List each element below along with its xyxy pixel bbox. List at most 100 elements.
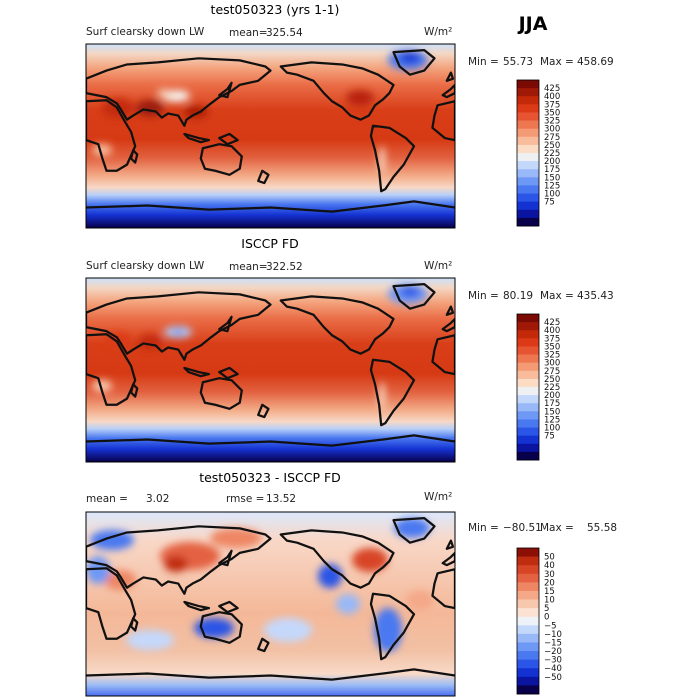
- colorbar-tick-label: 15: [544, 587, 555, 597]
- panel-observation: ISCCP FD Surf clearsky down LW mean= 322…: [85, 236, 614, 463]
- colorbar-tick-label: 375: [544, 334, 560, 344]
- colorbar-swatch: [517, 419, 539, 428]
- colorbar-swatch: [517, 185, 539, 194]
- colorbar-swatch: [517, 685, 539, 695]
- colorbar-tick-label: 300: [544, 359, 560, 369]
- colorbar-swatch: [517, 362, 539, 372]
- colorbar: 4254003753503253002752502252001751501251…: [516, 313, 560, 461]
- colorbar-swatch: [517, 96, 539, 105]
- colorbar-tick-label: 150: [544, 173, 560, 183]
- colorbar-tick-label: −20: [544, 647, 562, 657]
- colorbar-tick-label: 300: [544, 125, 560, 135]
- colorbar-tick-label: 100: [544, 424, 560, 434]
- colorbar-tick-label: 40: [544, 561, 555, 571]
- rmse-value: 13.52: [266, 493, 296, 505]
- colorbar-swatch: [517, 322, 539, 331]
- mean-label: mean =: [86, 493, 128, 505]
- colorbar-swatch: [517, 112, 539, 121]
- colorbar-tick-label: 75: [544, 432, 555, 442]
- colorbar-tick-label: 30: [544, 570, 555, 580]
- colorbar-swatch: [517, 659, 539, 669]
- min-label: Min =: [468, 290, 499, 302]
- colorbar-tick-label: 50: [544, 553, 555, 563]
- max-label: Max =: [540, 56, 574, 68]
- colorbar-tick-label: 250: [544, 375, 560, 385]
- mean-label: mean=: [229, 261, 268, 273]
- colorbar-swatch: [517, 573, 539, 583]
- colorbar-tick-label: 5: [544, 604, 549, 614]
- colorbar-swatch: [517, 346, 539, 355]
- map: [86, 278, 455, 462]
- panel-model: test050323 (yrs 1-1) Surf clearsky down …: [85, 2, 614, 229]
- season-label: JJA: [517, 13, 548, 35]
- colorbar-tick-label: 400: [544, 326, 560, 336]
- max-value: 458.69: [577, 56, 614, 68]
- colorbar-tick-label: −40: [544, 664, 562, 674]
- colorbar-swatch: [517, 153, 539, 162]
- colorbar-frame: [516, 547, 540, 695]
- colorbar-swatch: [517, 104, 539, 113]
- colorbar-tick-label: 350: [544, 342, 560, 352]
- colorbar-swatch: [517, 651, 539, 661]
- colorbar-tick-label: 200: [544, 391, 560, 401]
- colorbar-swatch: [517, 411, 539, 420]
- colorbar-swatch: [517, 128, 539, 138]
- colorbar-tick-label: 75: [544, 198, 555, 208]
- map: [86, 512, 455, 696]
- colorbar-swatch: [517, 330, 539, 339]
- mean-value: 325.54: [266, 27, 303, 39]
- mean-value: 322.52: [266, 261, 303, 273]
- units-label: W/m²: [424, 491, 452, 503]
- colorbar-swatch: [517, 403, 539, 412]
- min-value: −80.51: [503, 522, 542, 534]
- colorbar-swatch: [517, 193, 539, 203]
- colorbar-tick-label: −30: [544, 656, 562, 666]
- colorbar-tick-label: 150: [544, 407, 560, 417]
- colorbar-tick-label: −10: [544, 630, 562, 640]
- colorbar: 4254003753503253002752502252001751501251…: [516, 79, 560, 227]
- colorbar-frame: [516, 313, 540, 461]
- colorbar-tick-label: 325: [544, 117, 560, 127]
- colorbar-swatch: [517, 642, 539, 652]
- colorbar-swatch: [517, 443, 539, 453]
- colorbar-tick-label: 100: [544, 190, 560, 200]
- panel-difference: test050323 - ISCCP FD mean = 3.02 rmse =…: [85, 470, 617, 697]
- units-label: W/m²: [424, 26, 452, 38]
- colorbar-tick-label: 375: [544, 100, 560, 110]
- colorbar-swatch: [517, 668, 539, 678]
- colorbar-swatch: [517, 217, 539, 227]
- min-value: 80.19: [503, 290, 533, 302]
- colorbar-tick-label: 10: [544, 596, 555, 606]
- colorbar-tick-label: −5: [544, 621, 557, 631]
- colorbar-swatch: [517, 80, 539, 89]
- colorbar-swatch: [517, 161, 539, 170]
- colorbar-swatch: [517, 209, 539, 219]
- max-label: Max =: [540, 290, 574, 302]
- min-value: 55.73: [503, 56, 533, 68]
- units-label: W/m²: [424, 260, 452, 272]
- colorbar-swatch: [517, 556, 539, 566]
- colorbar-swatch: [517, 169, 539, 178]
- colorbar-swatch: [517, 608, 539, 618]
- colorbar-tick-label: 225: [544, 383, 560, 393]
- panel-title: test050323 - ISCCP FD: [199, 470, 341, 485]
- colorbar-tick-label: 175: [544, 165, 560, 175]
- colorbar-tick-label: 275: [544, 133, 560, 143]
- colorbar-swatch: [517, 378, 539, 388]
- mean-label: mean=: [229, 27, 268, 39]
- colorbar-swatch: [517, 548, 539, 557]
- colorbar-swatch: [517, 625, 539, 635]
- colorbar-swatch: [517, 370, 539, 380]
- colorbar-tick-label: 175: [544, 399, 560, 409]
- colorbar-swatch: [517, 599, 539, 609]
- colorbar-swatch: [517, 354, 539, 364]
- colorbar-swatch: [517, 314, 539, 323]
- colorbar-swatch: [517, 177, 539, 186]
- rmse-label: rmse =: [226, 493, 264, 505]
- colorbar-tick-label: 250: [544, 141, 560, 151]
- colorbar-swatch: [517, 427, 539, 437]
- panel-title: test050323 (yrs 1-1): [211, 2, 340, 17]
- colorbar-swatch: [517, 136, 539, 146]
